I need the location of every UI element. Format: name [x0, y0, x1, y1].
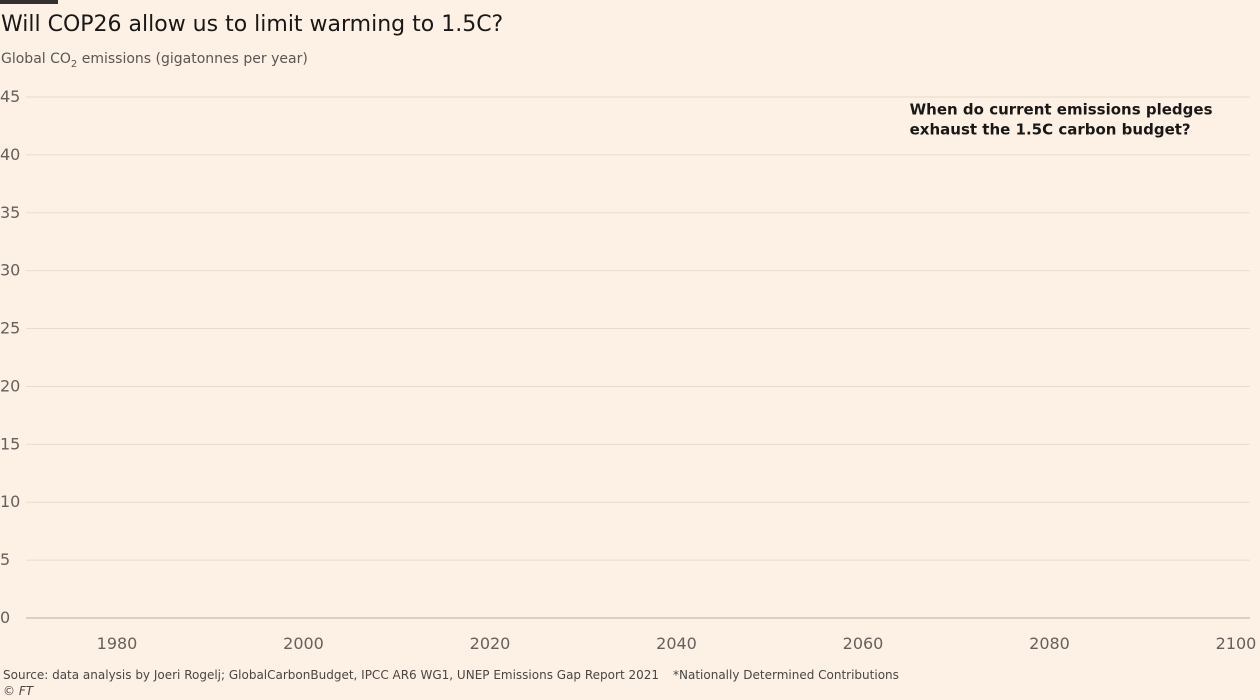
- x-tick-label: 2000: [283, 634, 324, 653]
- y-tick-label: 45: [0, 87, 20, 106]
- ndc-footnote: *Nationally Determined Contributions: [673, 668, 899, 682]
- y-tick-label: 35: [0, 203, 20, 222]
- annotation-line: When do current emissions pledges: [910, 100, 1213, 118]
- chart-subtitle: Global CO2 emissions (gigatonnes per yea…: [1, 51, 308, 70]
- ft-brand-bar: [0, 0, 58, 4]
- source-line: Source: data analysis by Joeri Rogelj; G…: [3, 668, 899, 682]
- y-tick-label: 10: [0, 492, 20, 511]
- x-tick-label: 2060: [843, 634, 884, 653]
- gridlines: [26, 96, 1250, 619]
- y-tick-label: 20: [0, 376, 20, 395]
- y-tick-label: 15: [0, 434, 20, 453]
- x-tick-label: 2080: [1029, 634, 1070, 653]
- chart-title: Will COP26 allow us to limit warming to …: [1, 12, 504, 37]
- source-text: Source: data analysis by Joeri Rogelj; G…: [3, 668, 659, 682]
- y-tick-label: 25: [0, 319, 20, 338]
- y-tick-label: 5: [0, 550, 10, 569]
- x-tick-label: 2020: [470, 634, 511, 653]
- emissions-chart: 0 5 10 15 20 25 30 35 40 45 1980 2000 2020 2040 2060 2…: [0, 87, 1257, 653]
- copyright: © FT: [3, 684, 34, 698]
- y-axis-ticks: 0 5 10 15 20 25 30 35 40 45: [0, 87, 20, 627]
- subtitle-suffix: emissions (gigatonnes per year): [77, 51, 308, 67]
- x-tick-label: 1980: [97, 634, 138, 653]
- subtitle-prefix: Global CO: [1, 51, 71, 67]
- subtitle-subscript: 2: [70, 58, 78, 70]
- annotation-line: exhaust the 1.5C carbon budget?: [910, 120, 1191, 138]
- y-tick-label: 30: [0, 261, 20, 280]
- y-tick-label: 0: [0, 608, 10, 627]
- x-axis-ticks: 1980 2000 2020 2040 2060 2080 2100: [97, 634, 1257, 653]
- x-tick-label: 2040: [656, 634, 697, 653]
- chart-annotation: When do current emissions pledges exhaust…: [910, 100, 1213, 138]
- y-tick-label: 40: [0, 145, 20, 164]
- x-tick-label: 2100: [1216, 634, 1257, 653]
